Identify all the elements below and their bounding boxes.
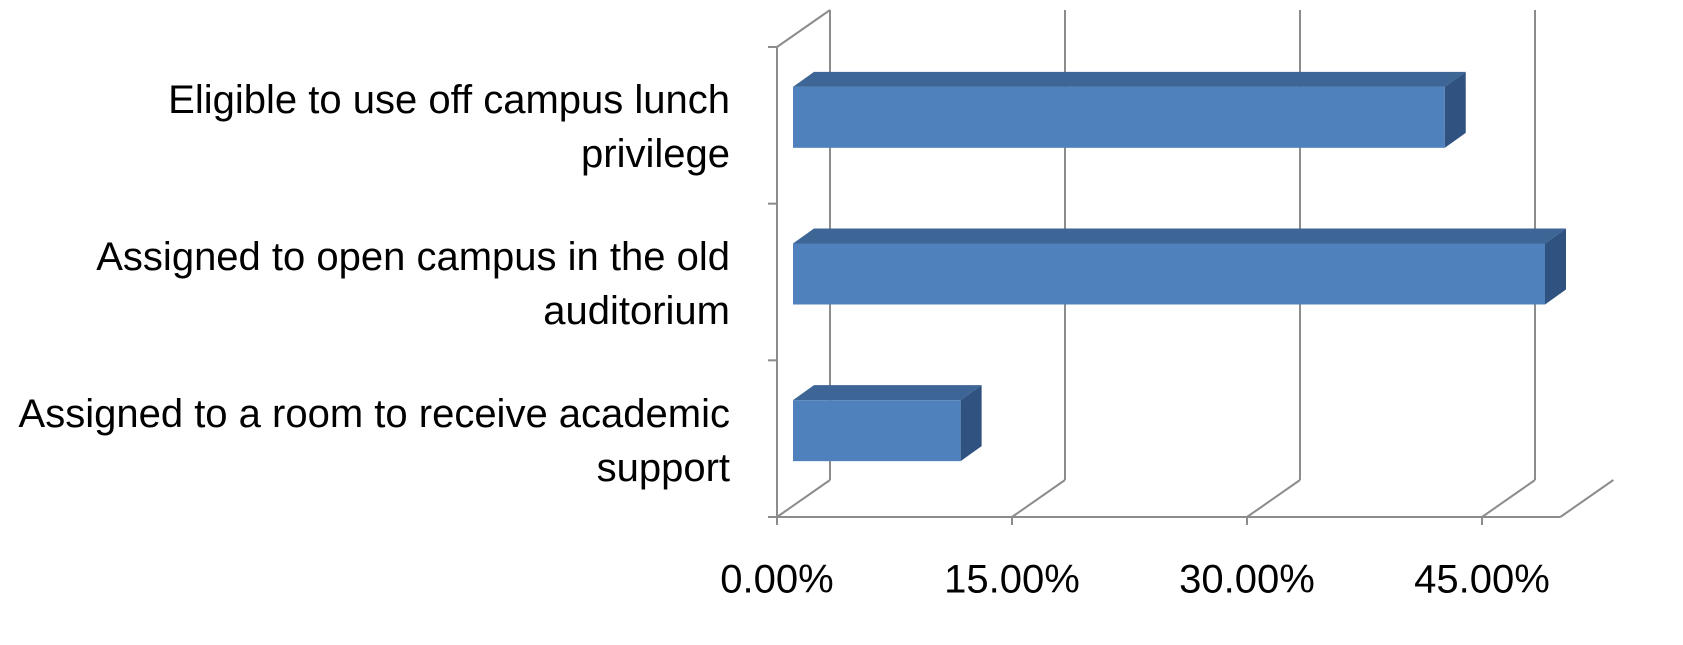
bar-side	[1444, 71, 1466, 148]
bar-top	[793, 385, 982, 401]
bar-top	[793, 71, 1466, 87]
bar-top	[793, 228, 1566, 244]
x-tick-label: 45.00%	[1414, 558, 1550, 602]
y-tick-label: Eligible to use off campus lunch privile…	[168, 78, 730, 177]
grid-line	[776, 479, 831, 518]
bar-side	[960, 385, 982, 462]
bar-side	[1545, 228, 1566, 305]
bar-front	[793, 243, 1545, 305]
bar	[793, 228, 1566, 305]
grid-line	[1246, 479, 1301, 518]
x-tick-label: 0.00%	[720, 558, 833, 602]
axis-line	[1559, 479, 1614, 518]
y-tick-label: Assigned to open campus in the old audit…	[96, 235, 730, 333]
grid-line	[1481, 479, 1536, 518]
y-tick-label: Assigned to a room to receive academic s…	[18, 391, 730, 490]
grid-line	[1011, 479, 1066, 518]
bar-front	[793, 86, 1445, 148]
x-tick-label: 15.00%	[944, 558, 1080, 602]
bar-front	[793, 400, 961, 462]
x-tick-label: 30.00%	[1179, 558, 1315, 602]
bar	[793, 71, 1466, 148]
axis-line	[776, 9, 831, 48]
bar	[793, 385, 982, 462]
